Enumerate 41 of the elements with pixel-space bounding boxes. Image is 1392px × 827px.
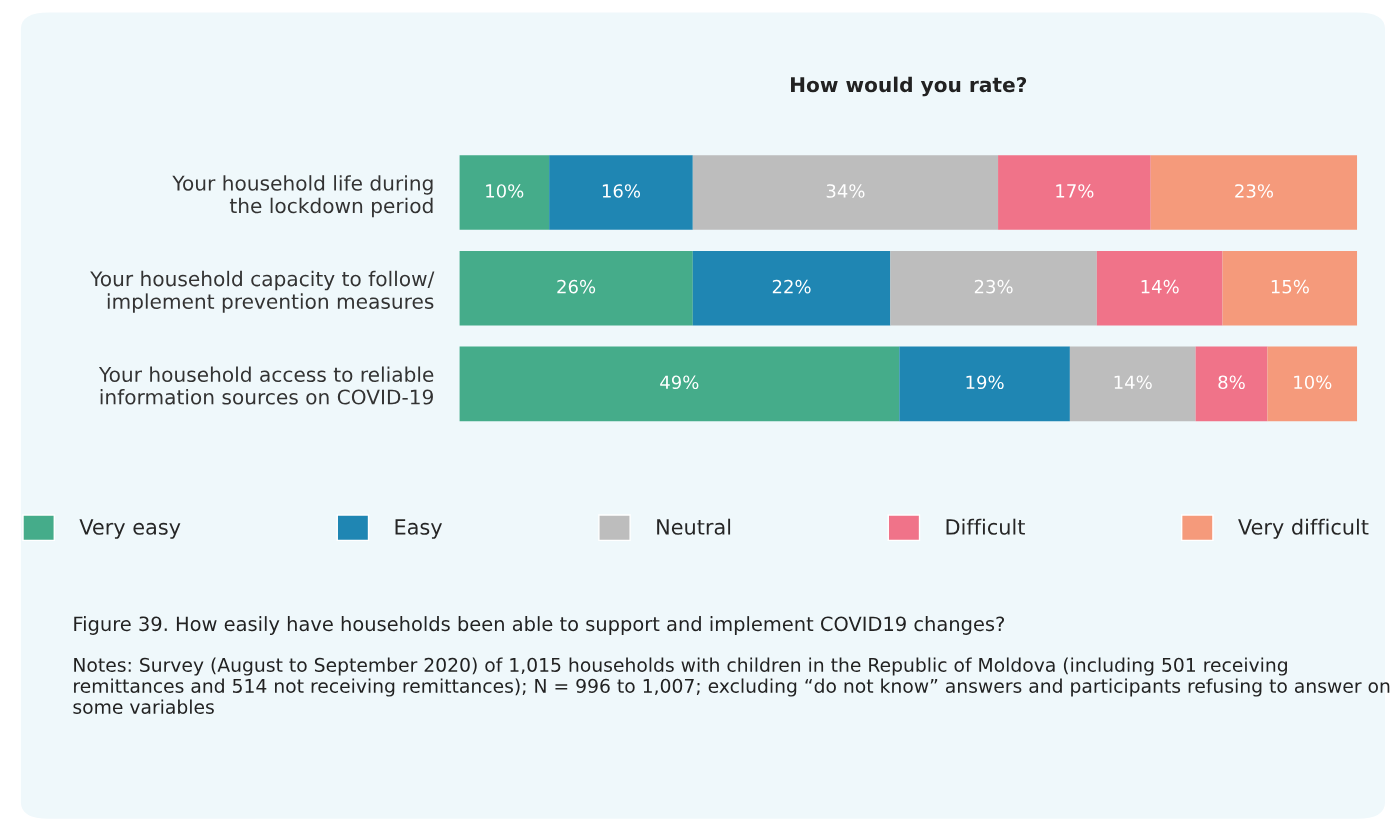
bar: [692, 250, 891, 326]
data-label: 15%: [1271, 279, 1309, 294]
data-label: 19%: [966, 375, 1004, 390]
bar: [1069, 346, 1196, 422]
data-label: 14%: [1114, 375, 1152, 390]
data-label: 16%: [602, 184, 641, 198]
data-label: 10%: [1294, 375, 1332, 390]
legend-label: Very difficult: [1238, 518, 1369, 539]
text: Notes: Survey (August to September 2020) of 1,015 households with children in the Republic of Moldova (including 501 receiving remittances and 514 not receiving remittances); N = 996 to 1,007; excluding “do not know” answers and participants refusing to answer on some variables: [73, 657, 1390, 714]
data-label: 26%: [557, 279, 596, 294]
data-label: 34%: [826, 184, 865, 198]
caption: Figure 39. How easily have households been able to support and implement COVID19 changes?: [74, 616, 1005, 635]
legend-label: Neutral: [657, 518, 731, 535]
bar: [692, 155, 999, 230]
y-tick-label: Your household capacity to follow/ implement prevention measures: [90, 270, 435, 313]
data-label: 10%: [486, 184, 524, 198]
data-label: 8%: [1218, 375, 1245, 390]
bar: [459, 155, 550, 230]
legend-label: Easy: [395, 519, 443, 539]
bar: [1150, 155, 1358, 230]
bar: [998, 155, 1151, 230]
data-label: 23%: [1235, 184, 1274, 198]
bar: [459, 250, 693, 326]
data-label: 22%: [772, 279, 811, 294]
data-label: 49%: [660, 375, 699, 390]
chart-title: How would you rate?: [791, 76, 1027, 97]
bar: [890, 250, 1097, 326]
data-label: 17%: [1056, 184, 1094, 198]
bar: [899, 346, 1070, 422]
legend-label: Very easy: [79, 519, 181, 539]
y-tick-label: Your household access to reliable information sources on COVID-19: [98, 366, 434, 405]
bar: [1195, 346, 1268, 422]
legend-label: Difficult: [946, 518, 1025, 535]
bar: [1096, 250, 1223, 326]
bar: [1267, 346, 1358, 422]
bar: [1222, 250, 1358, 326]
bar: [549, 155, 693, 230]
data-label: 23%: [974, 279, 1013, 294]
bar: [459, 346, 900, 422]
data-label: 14%: [1141, 279, 1179, 294]
y-tick-label: Your household life during the lockdown period: [172, 175, 433, 218]
